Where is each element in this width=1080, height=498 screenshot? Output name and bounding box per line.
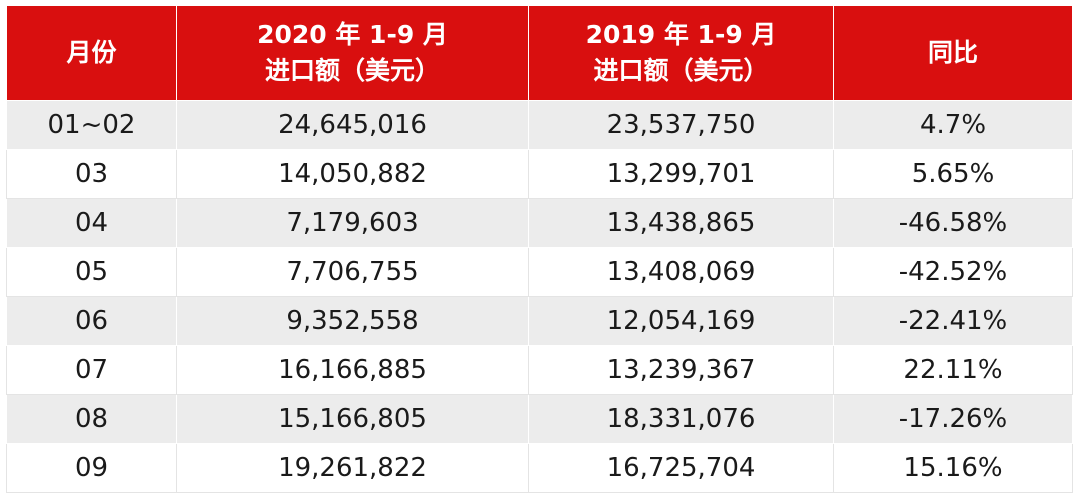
- header-2020-imports: 2020 年 1-9 月 进口额（美元）: [176, 5, 529, 101]
- import-comparison-table: 月份 2020 年 1-9 月 进口额（美元） 2019 年 1-9 月 进口额…: [6, 5, 1073, 493]
- cell-import-2019: 13,438,865: [528, 198, 834, 248]
- cell-yoy: 5.65%: [833, 149, 1073, 199]
- header-month: 月份: [6, 5, 177, 101]
- cell-import-2019: 12,054,169: [528, 296, 834, 346]
- header-2020-period: 2020 年 1-9 月: [257, 20, 448, 49]
- cell-month: 03: [6, 149, 177, 199]
- cell-yoy: -46.58%: [833, 198, 1073, 248]
- cell-month: 05: [6, 247, 177, 297]
- table-row: 01~02 24,645,016 23,537,750 4.7%: [6, 100, 1073, 150]
- cell-import-2019: 23,537,750: [528, 100, 834, 150]
- cell-import-2020: 16,166,885: [176, 345, 529, 395]
- table-row: 08 15,166,805 18,331,076 -17.26%: [6, 394, 1073, 444]
- cell-import-2020: 15,166,805: [176, 394, 529, 444]
- header-2019-period: 2019 年 1-9 月: [585, 20, 777, 49]
- table-row: 07 16,166,885 13,239,367 22.11%: [6, 345, 1073, 395]
- table-header-row: 月份 2020 年 1-9 月 进口额（美元） 2019 年 1-9 月 进口额…: [6, 5, 1073, 101]
- table-row: 09 19,261,822 16,725,704 15.16%: [6, 443, 1073, 493]
- header-2019-imports: 2019 年 1-9 月 进口额（美元）: [528, 5, 834, 101]
- cell-month: 08: [6, 394, 177, 444]
- header-month-label: 月份: [66, 38, 117, 67]
- header-2020-unit: 进口额（美元）: [264, 56, 440, 85]
- cell-yoy: -22.41%: [833, 296, 1073, 346]
- cell-import-2019: 13,239,367: [528, 345, 834, 395]
- cell-month: 04: [6, 198, 177, 248]
- header-yoy: 同比: [833, 5, 1073, 101]
- cell-yoy: 4.7%: [833, 100, 1073, 150]
- cell-import-2020: 24,645,016: [176, 100, 529, 150]
- cell-month: 06: [6, 296, 177, 346]
- cell-import-2019: 16,725,704: [528, 443, 834, 493]
- cell-import-2019: 13,408,069: [528, 247, 834, 297]
- table-row: 06 9,352,558 12,054,169 -22.41%: [6, 296, 1073, 346]
- cell-import-2019: 18,331,076: [528, 394, 834, 444]
- cell-import-2019: 13,299,701: [528, 149, 834, 199]
- table-row: 05 7,706,755 13,408,069 -42.52%: [6, 247, 1073, 297]
- header-2019-unit: 进口额（美元）: [593, 56, 769, 85]
- cell-import-2020: 19,261,822: [176, 443, 529, 493]
- cell-month: 01~02: [6, 100, 177, 150]
- import-table-container: 月份 2020 年 1-9 月 进口额（美元） 2019 年 1-9 月 进口额…: [6, 5, 1073, 493]
- table-row: 04 7,179,603 13,438,865 -46.58%: [6, 198, 1073, 248]
- cell-yoy: -17.26%: [833, 394, 1073, 444]
- header-yoy-label: 同比: [927, 38, 978, 67]
- cell-import-2020: 9,352,558: [176, 296, 529, 346]
- cell-import-2020: 7,179,603: [176, 198, 529, 248]
- table-row: 03 14,050,882 13,299,701 5.65%: [6, 149, 1073, 199]
- cell-import-2020: 14,050,882: [176, 149, 529, 199]
- cell-yoy: 15.16%: [833, 443, 1073, 493]
- cell-month: 09: [6, 443, 177, 493]
- cell-yoy: 22.11%: [833, 345, 1073, 395]
- cell-yoy: -42.52%: [833, 247, 1073, 297]
- cell-month: 07: [6, 345, 177, 395]
- cell-import-2020: 7,706,755: [176, 247, 529, 297]
